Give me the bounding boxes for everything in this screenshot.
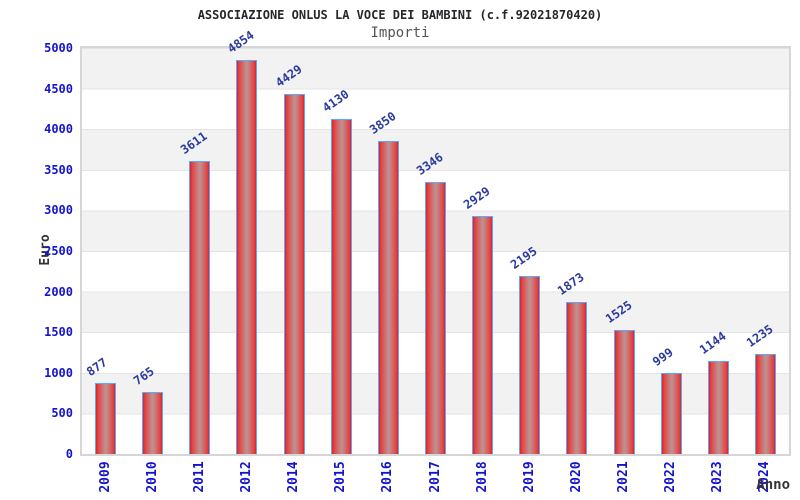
y-tick-label: 1000: [44, 365, 73, 380]
bars-layer: 877 765 3611 4854 4429 4130 3850 3346 2929 2195 18…: [82, 28, 789, 454]
y-tick-label: 4500: [44, 81, 73, 96]
bar-value-label: 1873: [555, 269, 588, 298]
x-tick-label: 2017: [427, 461, 443, 493]
bar: [613, 330, 635, 454]
x-tick-label: 2019: [521, 461, 537, 493]
bar: [283, 94, 305, 454]
y-tick-label: 500: [51, 406, 73, 421]
x-tick-label: 2020: [568, 461, 584, 493]
bar: [95, 382, 117, 454]
y-tick-label: 1500: [44, 325, 73, 340]
chart-title: ASSOCIAZIONE ONLUS LA VOCE DEI BAMBINI (…: [197, 8, 603, 22]
bar-value-label: 999: [649, 344, 676, 369]
bar: [189, 160, 211, 454]
bar: [754, 353, 776, 454]
x-tick-label: 2014: [286, 461, 302, 493]
y-tick-label: 2500: [44, 244, 73, 258]
bar: [142, 391, 164, 454]
bar-value-label: 4130: [319, 86, 352, 115]
plot-area: 877 765 3611 4854 4429 4130 3850 3346 2929 2195 18…: [80, 28, 791, 456]
x-tick-label: 2023: [710, 461, 726, 493]
x-tick-label: 2010: [144, 461, 160, 493]
bar: [425, 182, 446, 454]
y-tick-label: 2000: [44, 284, 73, 299]
chart-subtitle: Importi: [370, 25, 430, 41]
x-tick-label: 2012: [238, 461, 254, 493]
y-tick-label: 5000: [44, 41, 73, 55]
bar: [566, 301, 588, 454]
bar: [707, 361, 729, 454]
x-axis-title: Anno: [756, 477, 790, 493]
bar: [236, 59, 258, 454]
y-tick-label: 0: [65, 447, 73, 461]
bar-value-label: 877: [84, 354, 110, 379]
x-tick-label: 2018: [474, 461, 490, 493]
x-tick-label: 2011: [191, 461, 207, 493]
bar-value-label: 4429: [272, 62, 305, 91]
x-tick-label: 2015: [333, 461, 349, 493]
bar-value-label: 1525: [602, 298, 635, 327]
y-tick-label: 4000: [44, 122, 73, 137]
bar-value-label: 1235: [743, 321, 776, 350]
x-axis-ticks: 2009 2010 2011 2012 2014 2015 2016 2017 2018 2019…: [82, 456, 789, 500]
bar: [377, 141, 399, 454]
bar: [330, 118, 352, 454]
y-tick-label: 3000: [44, 203, 73, 218]
x-tick-label: 2016: [380, 461, 396, 493]
bar: [519, 275, 541, 454]
bar-value-label: 1144: [696, 329, 729, 358]
y-tick-label: 3500: [44, 162, 73, 177]
x-tick-label: 2021: [616, 461, 632, 493]
bar: [660, 372, 682, 454]
bar-value-label: 765: [131, 363, 157, 388]
bar-value-label: 3850: [366, 109, 399, 138]
x-tick-label: 2022: [663, 461, 679, 493]
bar-value-label: 2195: [508, 243, 540, 272]
bar-value-label: 2929: [461, 184, 493, 213]
bar-value-label: 3611: [178, 128, 211, 157]
x-tick-label: 2009: [97, 461, 113, 493]
bar: [472, 216, 494, 454]
bar-value-label: 3346: [413, 150, 446, 179]
